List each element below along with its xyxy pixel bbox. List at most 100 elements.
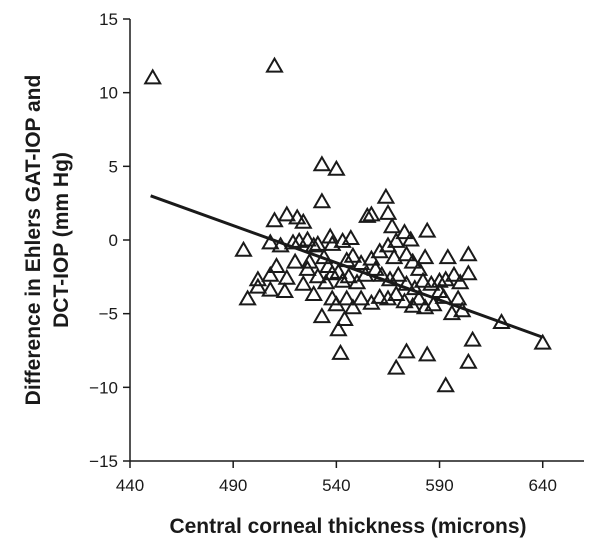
data-point <box>343 298 363 315</box>
data-point <box>448 289 468 306</box>
data-point <box>395 292 414 309</box>
trendline <box>150 194 544 339</box>
data-point <box>376 187 396 204</box>
data-point <box>265 56 284 73</box>
y-tick-label: 15 <box>99 10 118 29</box>
data-point <box>378 203 398 220</box>
x-tick-label: 540 <box>322 476 350 495</box>
y-tick-label: −10 <box>89 378 118 397</box>
data-point <box>248 277 268 294</box>
data-point <box>275 281 295 298</box>
y-tick-label: 5 <box>109 157 118 176</box>
axis-labels: Central corneal thickness (microns) Diff… <box>22 75 527 538</box>
data-point <box>409 259 429 276</box>
data-point <box>403 252 422 269</box>
data-point <box>372 265 392 282</box>
x-tick-label: 440 <box>116 476 144 495</box>
data-point <box>312 155 332 172</box>
data-point <box>248 270 268 287</box>
data-point <box>267 256 286 273</box>
data-point <box>341 228 361 245</box>
data-point <box>331 343 350 360</box>
data-point <box>335 309 354 326</box>
data-point <box>386 284 406 301</box>
axes: 15 10 5 0 −5 −10 −15 440 490 540 590 640 <box>89 10 584 495</box>
data-point <box>386 358 406 375</box>
data-point <box>417 221 437 238</box>
data-point <box>380 270 400 287</box>
data-point <box>298 230 317 247</box>
data-point <box>436 270 455 287</box>
data-point <box>329 320 348 337</box>
y-tick-label: −5 <box>99 305 118 324</box>
data-point <box>337 289 356 306</box>
data-point <box>463 330 482 347</box>
data-point <box>389 265 408 282</box>
data-point <box>436 376 455 393</box>
data-point <box>397 245 416 262</box>
data-point <box>298 259 317 276</box>
data-point <box>327 159 346 176</box>
data-point <box>300 252 319 269</box>
y-tick-label: 0 <box>109 231 118 250</box>
data-point <box>304 236 323 253</box>
data-point <box>261 280 280 297</box>
data-point <box>370 287 389 304</box>
data-point <box>304 284 323 301</box>
data-point <box>234 240 253 257</box>
data-point <box>362 205 381 222</box>
data-point <box>294 274 313 291</box>
data-point <box>277 205 297 222</box>
data-point <box>413 271 433 288</box>
data-point <box>322 234 342 251</box>
data-point <box>438 248 458 265</box>
y-tick-label: 10 <box>99 84 118 103</box>
data-point <box>322 264 342 281</box>
data-point <box>287 208 307 225</box>
data-point <box>417 345 437 362</box>
data-point <box>370 242 389 259</box>
data-point <box>401 230 420 247</box>
data-point <box>238 289 257 306</box>
data-point <box>450 273 470 290</box>
data-point <box>339 267 358 284</box>
data-point <box>351 289 371 306</box>
data-point <box>533 333 552 350</box>
data-point <box>366 259 385 276</box>
y-axis-title-line-1: Difference in Ehlers GAT-IOP and <box>22 75 45 406</box>
x-axis-title: Central corneal thickness (microns) <box>169 515 526 538</box>
data-point <box>384 248 404 265</box>
data-point <box>459 245 478 262</box>
data-points <box>143 56 552 393</box>
data-point <box>265 211 284 228</box>
data-point <box>294 212 313 229</box>
data-point <box>409 289 429 306</box>
data-point <box>395 223 414 240</box>
data-point <box>382 217 402 234</box>
x-tick-label: 490 <box>219 476 247 495</box>
data-point <box>312 307 332 324</box>
data-point <box>378 289 398 306</box>
data-point <box>316 273 336 290</box>
x-tick-label: 640 <box>529 476 557 495</box>
trendline-group <box>150 194 544 339</box>
data-point <box>386 231 406 248</box>
data-point <box>143 68 162 85</box>
data-point <box>308 267 328 284</box>
data-point <box>378 236 398 253</box>
data-point <box>277 268 297 285</box>
data-point <box>320 227 340 244</box>
data-point <box>397 342 416 359</box>
data-point <box>459 264 478 281</box>
y-tick-label: −15 <box>89 452 118 471</box>
x-tick-label: 590 <box>425 476 453 495</box>
data-point <box>397 274 416 291</box>
data-point <box>312 192 332 209</box>
y-axis-title-line-2: DCT-IOP (mm Hg) <box>50 152 73 328</box>
data-point <box>333 271 352 288</box>
data-point <box>285 252 305 269</box>
data-point <box>430 271 449 288</box>
data-point <box>459 352 478 369</box>
data-point <box>444 265 464 282</box>
